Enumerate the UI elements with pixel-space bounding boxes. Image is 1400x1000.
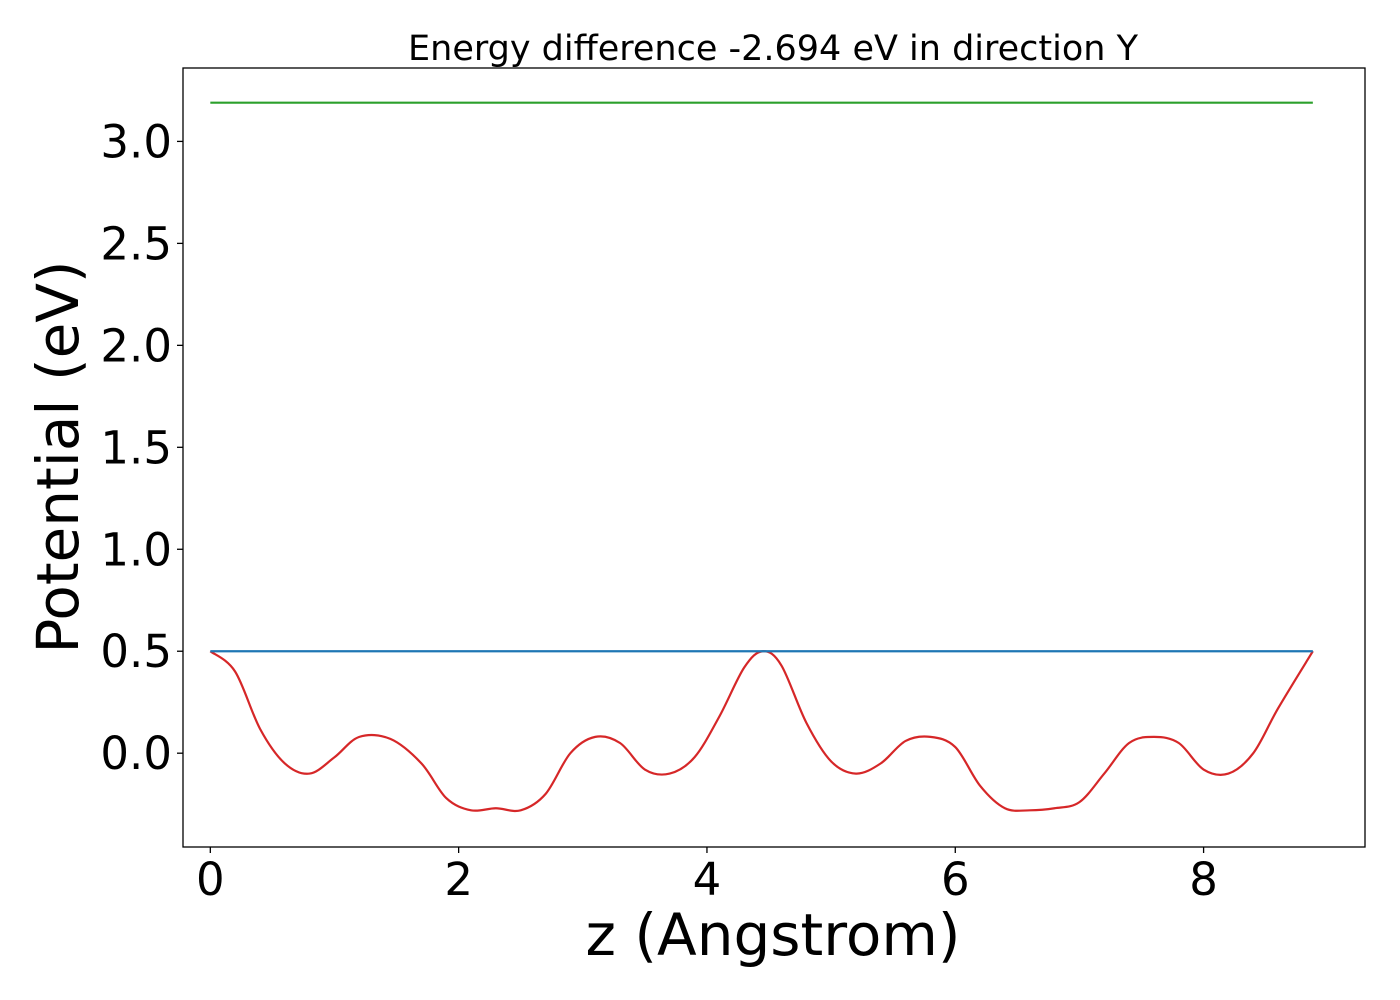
y-tick-label: 1.5 — [100, 421, 172, 474]
x-tick-label: 8 — [1189, 853, 1218, 906]
y-tick-label: 0.0 — [100, 727, 172, 780]
x-ticks: 0 2 4 6 8 — [196, 847, 1218, 906]
y-axis-label: Potential (eV) — [24, 260, 92, 653]
y-tick-label: 3.0 — [100, 115, 172, 168]
y-tick-label: 0.5 — [100, 625, 172, 678]
x-tick-label: 2 — [444, 853, 473, 906]
plot-frame — [182, 67, 1366, 848]
series-line-1 — [209, 650, 1314, 813]
chart-title: Energy difference -2.694 eV in direction… — [408, 29, 1139, 69]
x-axis-label: z (Angstrom) — [586, 901, 961, 969]
x-tick-label: 6 — [941, 853, 970, 906]
series-layer — [209, 101, 1314, 813]
y-tick-label: 1.0 — [100, 523, 172, 576]
y-tick-label: 2.5 — [100, 217, 172, 270]
y-tick-label: 2.0 — [100, 319, 172, 372]
x-tick-label: 4 — [693, 853, 722, 906]
x-tick-label: 0 — [196, 853, 225, 906]
y-ticks: 0.0 0.5 1.0 1.5 2.0 2.5 3.0 — [100, 115, 183, 780]
